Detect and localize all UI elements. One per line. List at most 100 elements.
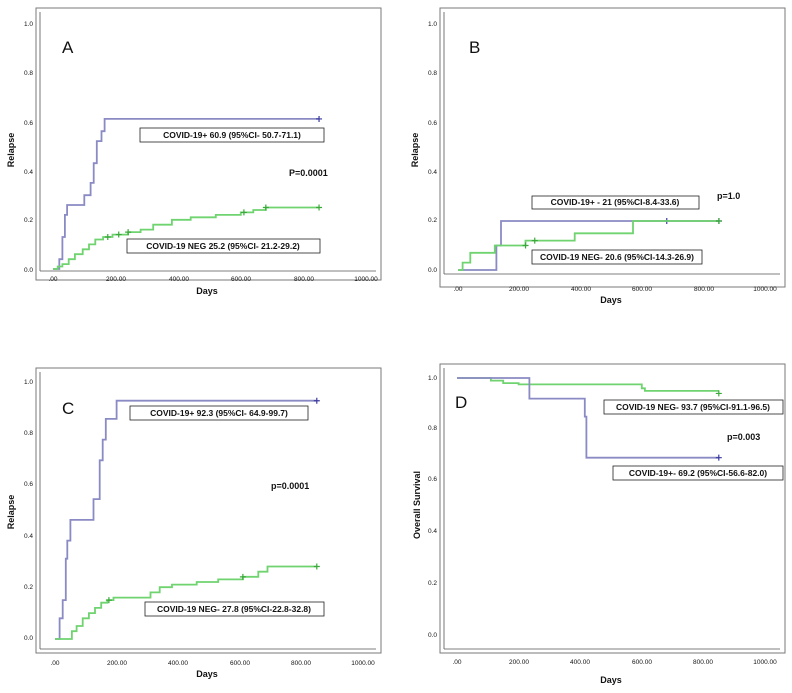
panel-c-censor-mark-neg	[105, 597, 112, 604]
panel-a-censor-mark-neg	[262, 204, 269, 211]
panel-d-p-value: p=0.003	[727, 432, 760, 442]
panel-b-annotation-pos: COVID-19+ - 21 (95%CI-8.4-33.6)	[531, 195, 700, 210]
panel-b-x-tick: 600.00	[632, 286, 652, 293]
panel-b-y-ticks: 0.0 0.2 0.4 0.6 0.8 1.0	[428, 21, 437, 274]
panel-c-x-tick: .00	[50, 660, 59, 667]
panel-d-annotation-neg: COVID-19 NEG- 93.7 (95%CI-91.1-96.5)	[603, 399, 784, 415]
panel-b: B Relapse Days .00 200.00 400.00 600.00 …	[410, 7, 786, 305]
panel-a-censor-mark-neg	[115, 231, 122, 238]
panel-a-y-tick: 0.0	[24, 267, 33, 274]
panel-d-x-tick: .00	[452, 659, 461, 666]
panel-c-x-tick: 600.00	[230, 660, 250, 667]
panel-a-curve-pos	[53, 118, 320, 270]
panel-a-annotation-neg-text: COVID-19 NEG 25.2 (95%CI- 21.2-29.2)	[146, 241, 300, 251]
panel-c-curve-pos	[55, 399, 317, 640]
panel-d-x-tick: 400.00	[570, 659, 590, 666]
panel-a-x-tick: 800.00	[294, 276, 314, 283]
panel-c-y-title: Relapse	[6, 495, 16, 530]
panel-d-x-title: Days	[600, 675, 622, 685]
panel-a-annotation-pos: COVID-19+ 60.9 (95%CI- 50.7-71.1)	[139, 127, 325, 143]
panel-a-censor-mark-neg	[104, 234, 111, 241]
panel-c-censor-mark-pos	[313, 397, 320, 404]
panel-d-x-tick: 1000.00	[753, 659, 777, 666]
panel-d-plot	[457, 377, 722, 461]
panel-a-x-tick: 1000.00	[354, 276, 378, 283]
panel-c-annotation-neg-box	[144, 601, 325, 617]
panel-b-annotation-neg-box	[531, 249, 703, 265]
panel-d-annotation-pos-box	[612, 465, 784, 481]
panel-d: D Overall Survival Days .00 200.00 400.0…	[412, 363, 786, 685]
panel-d-y-tick: 0.2	[428, 580, 437, 587]
panel-a-y-title: Relapse	[6, 133, 16, 168]
panel-d-x-tick: 600.00	[632, 659, 652, 666]
panel-a-plot	[53, 115, 323, 270]
panel-b-y-tick: 0.4	[428, 169, 437, 176]
panel-d-curve-pos	[457, 377, 719, 459]
panel-a-annotation-pos-box	[139, 127, 325, 143]
panel-d-annotation-neg-box	[603, 399, 784, 415]
panel-b-x-tick: 200.00	[509, 286, 529, 293]
panel-c-annotation-pos-text: COVID-19+ 92.3 (95%CI- 64.9-99.7)	[150, 408, 288, 418]
panel-a-censor-mark-pos	[316, 115, 323, 122]
panel-a-label: A	[62, 38, 74, 57]
panel-b-censor-mark-neg	[522, 242, 529, 249]
panel-b-label: B	[469, 38, 480, 57]
panel-b-annotation-pos-box	[531, 195, 700, 210]
panel-c-x-tick: 1000.00	[351, 660, 375, 667]
panel-a-y-ticks: 0.0 0.2 0.4 0.6 0.8 1.0	[24, 21, 33, 274]
panel-d-y-tick: 0.8	[428, 425, 437, 432]
panel-c: C Relapse Days .00 200.00 400.00 600.00 …	[6, 367, 382, 679]
panel-c-annotation-pos: COVID-19+ 92.3 (95%CI- 64.9-99.7)	[129, 405, 309, 421]
panel-b-x-tick: 400.00	[571, 286, 591, 293]
panel-d-censor-mark-neg	[715, 390, 722, 397]
panel-c-p-value: p=0.0001	[271, 481, 309, 491]
panel-d-y-ticks: 0.0 0.2 0.4 0.6 0.8 1.0	[428, 375, 437, 639]
panel-d-y-tick: 0.0	[428, 632, 437, 639]
panel-a-annotation-neg-box	[126, 238, 321, 254]
panel-a-y-tick: 0.2	[24, 217, 33, 224]
panel-d-curve-neg	[457, 377, 719, 392]
panel-a: A Relapse Days .00 200.00 400.00 600.00 …	[6, 7, 382, 296]
panel-b-frame	[439, 7, 786, 288]
panel-b-x-tick: 800.00	[694, 286, 714, 293]
panel-c-annotation-neg-text: COVID-19 NEG- 27.8 (95%CI-22.8-32.8)	[157, 604, 311, 614]
panel-b-x-title: Days	[600, 295, 622, 305]
panel-c-label: C	[62, 399, 74, 418]
panel-b-annotation-pos-text: COVID-19+ - 21 (95%CI-8.4-33.6)	[551, 197, 680, 207]
panel-b-y-tick: 0.2	[428, 217, 437, 224]
panel-d-y-tick: 0.4	[428, 528, 437, 535]
panel-a-y-tick: 1.0	[24, 21, 33, 28]
panel-c-x-tick: 400.00	[168, 660, 188, 667]
panel-a-x-ticks: .00 200.00 400.00 600.00 800.00 1000.00	[48, 276, 378, 283]
panel-a-x-tick: .00	[48, 276, 57, 283]
panel-b-p-value: p=1.0	[717, 191, 740, 201]
panel-c-plot	[55, 397, 320, 640]
panel-c-x-ticks: .00 200.00 400.00 600.00 800.00 1000.00	[50, 660, 375, 667]
panel-a-frame	[35, 7, 382, 281]
panel-a-y-tick: 0.8	[24, 70, 33, 77]
panel-a-annotation-pos-text: COVID-19+ 60.9 (95%CI- 50.7-71.1)	[163, 130, 301, 140]
panel-a-x-title: Days	[196, 286, 218, 296]
panel-d-y-title: Overall Survival	[412, 471, 422, 539]
panel-b-y-tick: 0.8	[428, 70, 437, 77]
panel-a-p-value: P=0.0001	[289, 168, 328, 178]
panel-c-y-ticks: 0.0 0.2 0.4 0.6 0.8 1.0	[24, 379, 33, 642]
panel-d-label: D	[455, 393, 467, 412]
panel-d-x-tick: 200.00	[509, 659, 529, 666]
panel-c-x-tick: 800.00	[291, 660, 311, 667]
panel-c-censor-mark-neg	[239, 573, 246, 580]
panel-a-censor-mark-neg	[316, 204, 323, 211]
panel-b-x-tick: .00	[453, 286, 462, 293]
panel-b-censor-mark-neg	[531, 237, 538, 244]
panel-b-y-tick: 0.0	[428, 267, 437, 274]
panel-d-x-tick: 800.00	[693, 659, 713, 666]
panel-c-x-tick: 200.00	[107, 660, 127, 667]
panel-c-y-tick: 0.8	[24, 430, 33, 437]
panel-b-curve-neg	[458, 220, 719, 271]
panel-c-censor-mark-neg	[313, 563, 320, 570]
panel-d-y-tick: 0.6	[428, 476, 437, 483]
panel-b-y-title: Relapse	[410, 133, 420, 168]
panel-c-y-tick: 1.0	[24, 379, 33, 386]
panel-b-y-tick: 1.0	[428, 21, 437, 28]
